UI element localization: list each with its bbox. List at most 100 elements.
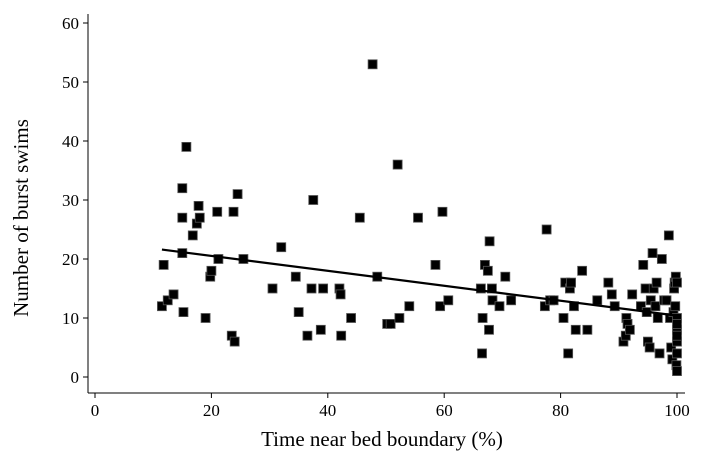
data-point	[652, 313, 663, 323]
x-tick-label: 40	[319, 401, 336, 420]
data-point	[570, 324, 581, 335]
data-point	[194, 212, 205, 223]
data-point	[670, 301, 681, 312]
data-point	[404, 301, 415, 312]
x-tick-label: 80	[552, 401, 569, 420]
data-point	[228, 206, 239, 217]
data-point	[541, 224, 552, 235]
data-point	[500, 271, 511, 282]
x-tick-label: 60	[436, 401, 453, 420]
data-point	[200, 313, 211, 323]
data-point	[346, 313, 356, 323]
y-tick-label: 10	[62, 309, 79, 328]
data-point	[392, 159, 403, 170]
data-point	[193, 200, 204, 211]
x-tick-label: 0	[91, 401, 100, 420]
data-point	[306, 283, 317, 294]
y-axis-title: Number of burst swims	[9, 119, 33, 317]
x-tick-label: 100	[664, 401, 690, 420]
data-point	[563, 348, 574, 359]
data-point	[437, 206, 448, 217]
data-point	[624, 324, 635, 335]
y-tick-label: 40	[62, 132, 79, 151]
data-point	[177, 212, 188, 223]
data-point	[644, 342, 655, 353]
data-point	[482, 265, 493, 276]
data-point	[663, 230, 674, 241]
data-point	[475, 283, 486, 294]
data-point	[290, 271, 301, 282]
x-axis-ticks: 0 20 40 60 80 100	[91, 393, 690, 420]
data-point	[181, 141, 192, 152]
data-point	[494, 301, 505, 312]
data-point	[232, 189, 243, 200]
data-point	[672, 330, 682, 341]
data-point	[647, 248, 658, 259]
data-point	[162, 295, 173, 306]
data-point	[539, 301, 550, 312]
data-point	[443, 295, 454, 306]
data-point	[308, 195, 319, 205]
trend-line	[161, 248, 678, 317]
y-tick-label: 30	[62, 191, 79, 210]
data-point	[477, 348, 487, 359]
data-point	[606, 289, 617, 300]
data-point	[229, 336, 240, 347]
data-point	[558, 313, 569, 323]
data-point	[435, 301, 446, 312]
data-point	[335, 289, 346, 300]
data-point	[672, 277, 682, 288]
data-point	[187, 230, 198, 241]
y-tick-label: 60	[62, 14, 79, 33]
data-point	[506, 295, 517, 306]
x-axis-title: Time near bed boundary (%)	[261, 427, 503, 451]
data-point	[661, 295, 672, 306]
data-point	[566, 277, 576, 288]
data-point	[487, 295, 498, 306]
data-point	[651, 277, 662, 288]
y-tick-label: 0	[71, 368, 80, 387]
data-point	[206, 265, 217, 276]
data-point	[640, 283, 651, 294]
y-axis-ticks: 0 10 20 30 40 50 60	[62, 14, 88, 387]
data-point	[477, 313, 488, 323]
data-point	[178, 307, 189, 318]
data-point	[413, 212, 423, 223]
data-point	[484, 324, 494, 335]
data-point	[672, 366, 682, 377]
data-point	[213, 254, 224, 264]
data-point	[484, 236, 495, 247]
data-point	[157, 301, 167, 312]
data-point	[302, 330, 313, 341]
data-point	[638, 259, 649, 270]
data-point	[577, 265, 588, 276]
axes	[87, 14, 685, 394]
data-point	[158, 259, 169, 270]
data-point	[177, 183, 188, 194]
data-point	[603, 277, 614, 288]
data-point	[354, 212, 365, 223]
data-point	[672, 348, 682, 359]
data-point	[318, 283, 329, 294]
data-point	[656, 254, 667, 264]
data-point	[168, 289, 179, 300]
data-point	[212, 206, 223, 217]
x-tick-label: 20	[203, 401, 220, 420]
y-tick-label: 50	[62, 73, 79, 92]
data-point	[650, 301, 661, 312]
data-point	[394, 313, 405, 323]
data-point	[385, 318, 396, 329]
data-point	[315, 324, 326, 335]
data-point	[654, 348, 665, 359]
data-point	[666, 342, 677, 353]
data-point	[592, 295, 603, 306]
data-point	[582, 324, 593, 335]
data-point	[367, 59, 378, 70]
data-point	[267, 283, 278, 294]
data-point	[293, 307, 304, 318]
data-point	[627, 289, 638, 300]
data-point	[276, 242, 287, 253]
y-tick-label: 20	[62, 250, 79, 269]
data-points	[157, 59, 682, 377]
